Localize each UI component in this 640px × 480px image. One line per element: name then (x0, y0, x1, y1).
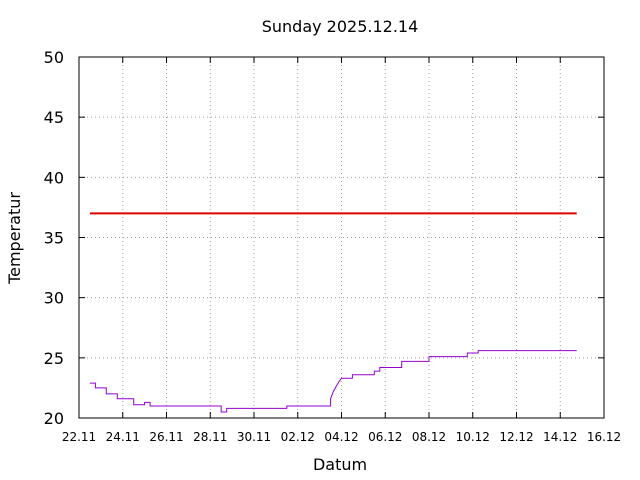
x-tick-label: 12.12 (499, 430, 533, 444)
y-axis-label: Temperatur (5, 192, 24, 285)
x-tick-label: 06.12 (368, 430, 402, 444)
grid (79, 57, 604, 418)
x-tick-label: 04.12 (324, 430, 358, 444)
x-tick-label: 28.11 (193, 430, 227, 444)
x-tick-label: 14.12 (543, 430, 577, 444)
y-tick-label: 25 (44, 349, 64, 368)
x-tick-label: 22.11 (62, 430, 96, 444)
x-tick-label: 16.12 (587, 430, 621, 444)
x-axis-label: Datum (313, 455, 367, 474)
x-tick-label: 26.11 (149, 430, 183, 444)
x-tick-label: 10.12 (456, 430, 490, 444)
y-tick-label: 50 (44, 48, 64, 67)
x-tick-label: 24.11 (106, 430, 140, 444)
y-tick-label: 35 (44, 229, 64, 248)
axis-ticks: 22.11 24.11 26.11 28.11 30.11 02.12 04.12 06.12… (44, 48, 622, 444)
x-tick-label: 02.12 (281, 430, 315, 444)
series (89, 212, 577, 413)
y-tick-label: 20 (44, 409, 64, 428)
y-tick-label: 45 (44, 108, 64, 127)
chart-title: Sunday 2025.12.14 (262, 17, 419, 36)
x-tick-label: 08.12 (412, 430, 446, 444)
series-line-1 (89, 350, 577, 413)
y-tick-label: 40 (44, 168, 64, 187)
x-tick-label: 30.11 (237, 430, 271, 444)
y-tick-label: 30 (44, 289, 64, 308)
